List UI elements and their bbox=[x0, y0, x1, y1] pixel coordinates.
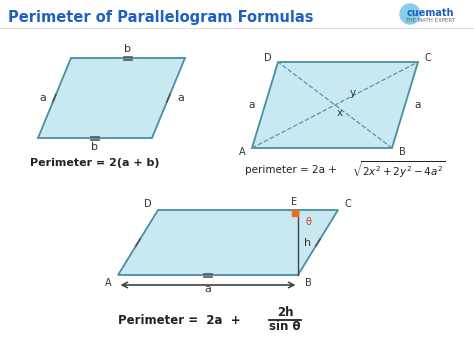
Text: b: b bbox=[91, 142, 99, 152]
Text: C: C bbox=[425, 53, 431, 63]
Text: a: a bbox=[415, 100, 421, 110]
Text: E: E bbox=[291, 197, 297, 207]
Text: perimeter = 2a +: perimeter = 2a + bbox=[245, 165, 340, 175]
Text: Perimeter = 2(a + b): Perimeter = 2(a + b) bbox=[30, 158, 159, 168]
Text: y: y bbox=[350, 88, 356, 98]
Text: Perimeter =  2a  +: Perimeter = 2a + bbox=[118, 314, 241, 327]
Text: C: C bbox=[345, 199, 351, 209]
Text: b: b bbox=[125, 44, 131, 54]
Text: a: a bbox=[249, 100, 255, 110]
Polygon shape bbox=[118, 210, 338, 275]
Text: A: A bbox=[105, 278, 111, 288]
Text: THE MATH EXPERT: THE MATH EXPERT bbox=[405, 18, 455, 23]
Text: h: h bbox=[304, 237, 311, 248]
Text: 2h: 2h bbox=[277, 306, 293, 319]
Text: a: a bbox=[39, 93, 46, 103]
Text: a: a bbox=[177, 93, 184, 103]
Text: A: A bbox=[239, 147, 246, 157]
Text: a: a bbox=[205, 284, 211, 294]
Text: Perimeter of Parallelogram Formulas: Perimeter of Parallelogram Formulas bbox=[8, 10, 313, 25]
Text: $\sqrt{2x^2+2y^2-4a^2}$: $\sqrt{2x^2+2y^2-4a^2}$ bbox=[352, 160, 446, 180]
Polygon shape bbox=[38, 58, 185, 138]
Text: x: x bbox=[337, 108, 343, 118]
Polygon shape bbox=[252, 62, 418, 148]
Polygon shape bbox=[292, 210, 298, 216]
Text: D: D bbox=[144, 199, 152, 209]
Text: sin θ: sin θ bbox=[269, 320, 301, 333]
Text: D: D bbox=[264, 53, 272, 63]
Circle shape bbox=[400, 4, 420, 24]
Text: B: B bbox=[305, 278, 311, 288]
Text: cuemath: cuemath bbox=[406, 8, 454, 18]
Text: θ: θ bbox=[305, 217, 311, 227]
Text: B: B bbox=[399, 147, 405, 157]
